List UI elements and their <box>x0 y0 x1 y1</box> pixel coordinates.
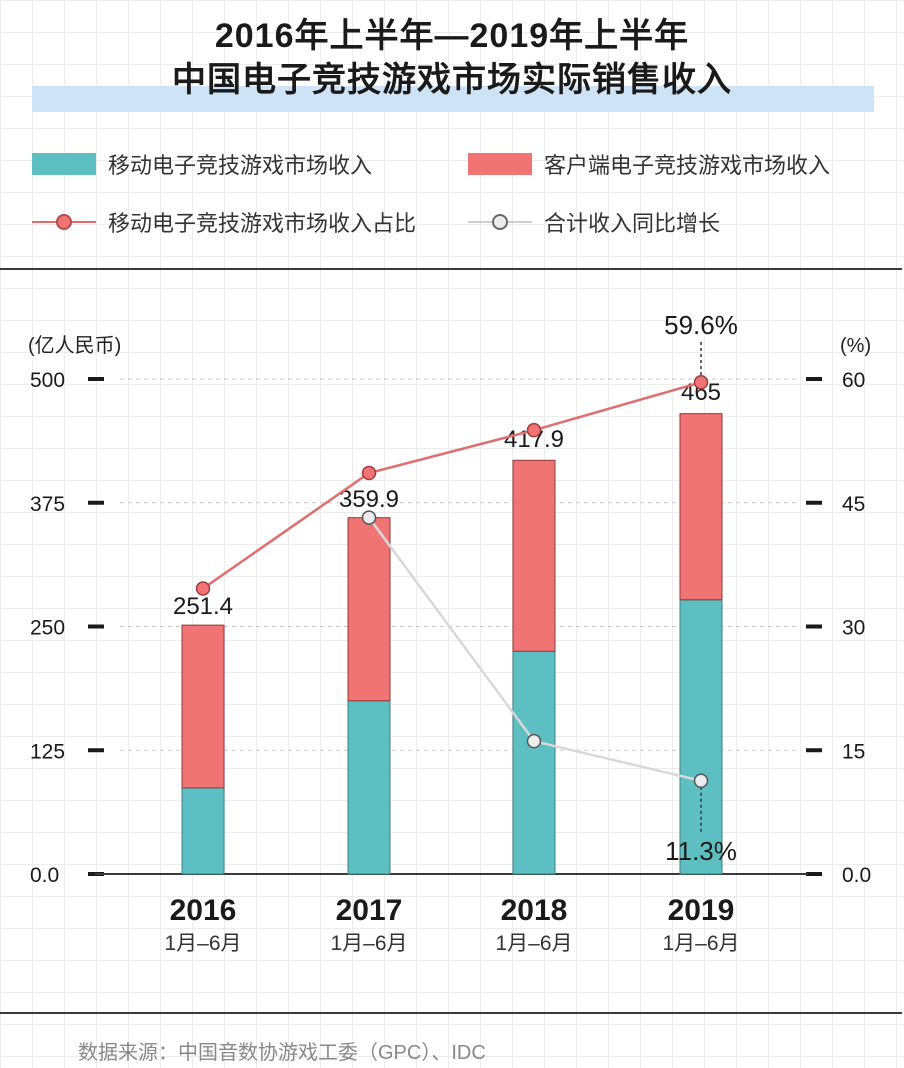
y-tick-label-right: 30 <box>842 617 865 640</box>
point-mobile-share-2016 <box>195 581 211 596</box>
point-total-yoy <box>693 773 709 789</box>
y-tick-label-left: 375 <box>30 493 65 516</box>
y-tick-label-right: 15 <box>842 740 865 763</box>
x-sublabel-2017: 1月–6月 <box>330 932 407 955</box>
point-mobile-share-2018 <box>526 422 542 438</box>
line-mobile-share <box>202 381 702 590</box>
y-tick-label-right: 45 <box>842 493 865 516</box>
x-tick-label-2018: 2018 <box>501 894 568 927</box>
legend-swatch-client <box>468 153 532 175</box>
x-tick-label-2019: 2019 <box>668 894 735 927</box>
legend-label-mobile-share: 移动电子竞技游戏市场收入占比 <box>108 211 417 236</box>
legend-item-client-revenue: 客户端电子竞技游戏市场收入 <box>468 148 830 180</box>
x-sublabel-2019: 1月–6月 <box>662 932 739 955</box>
point-mobile-share-2019 <box>693 375 709 390</box>
x-sublabel-2018: 1月–6月 <box>495 932 572 955</box>
bar-mobile-2017 <box>347 700 391 875</box>
bar-client-2017 <box>347 517 391 702</box>
legend-item-mobile-share: 移动电子竞技游戏市场收入占比 <box>32 206 416 238</box>
bar-mobile-2019 <box>679 599 723 875</box>
legend-line-total-yoy <box>468 211 532 233</box>
bar-mobile-2018 <box>512 650 556 875</box>
legend-label-mobile-revenue: 移动电子竞技游戏市场收入 <box>108 153 373 178</box>
source-note: 数据来源：中国音数协游戏工委（GPC）、IDC <box>78 1042 486 1064</box>
point-total-yoy <box>526 733 542 749</box>
legend-item-total-yoy: 合计收入同比增长 <box>468 206 720 238</box>
y-tick-label-right: 60 <box>842 369 865 392</box>
title-line-1: 2016年上半年—2019年上半年 <box>214 17 690 55</box>
title-line-2: 中国电子竞技游戏市场实际销售收入 <box>172 61 732 99</box>
bar-client-2018 <box>512 459 556 652</box>
chart-svg: (亿人民币) (%) 0.0 0.0 125 15 250 30 375 45 500 60 2016 1… <box>28 310 871 955</box>
y-axis-right-label: (%) <box>840 335 871 357</box>
x-tick-label-2016: 2016 <box>170 894 237 927</box>
annotation-yoy-2019: 11.3% <box>665 836 737 866</box>
chart-title: 2016年上半年—2019年上半年 中国电子竞技游戏市场实际销售收入 <box>0 14 904 102</box>
y-tick-label-left: 125 <box>30 740 65 763</box>
bar-client-2016 <box>181 624 225 789</box>
x-sublabel-2016: 1月–6月 <box>164 932 241 955</box>
total-label-2016: 251.4 <box>173 593 233 620</box>
y-tick-label-right: 0.0 <box>842 864 871 887</box>
y-tick-label-left: 500 <box>30 369 65 392</box>
legend: 移动电子竞技游戏市场收入 客户端电子竞技游戏市场收入 移动电子竞技游戏市场收入占… <box>0 140 904 250</box>
point-total-yoy <box>361 510 377 525</box>
bar-mobile-2016 <box>181 787 225 875</box>
title-highlight-band <box>32 86 874 112</box>
legend-item-mobile-revenue: 移动电子竞技游戏市场收入 <box>32 148 372 180</box>
annotation-share-2019: 59.6% <box>664 310 738 340</box>
bar-client-2019 <box>679 413 723 601</box>
legend-label-client-revenue: 客户端电子竞技游戏市场收入 <box>544 153 831 178</box>
total-label-2017: 359.9 <box>339 486 399 513</box>
y-axis-left-label: (亿人民币) <box>28 334 121 357</box>
legend-label-total-yoy: 合计收入同比增长 <box>544 211 721 236</box>
y-tick-label-left: 0.0 <box>30 864 59 887</box>
chart-panel: (亿人民币) (%) 0.0 0.0 125 15 250 30 375 45 500 60 2016 1… <box>0 268 902 1014</box>
x-tick-label-2017: 2017 <box>336 894 403 927</box>
y-tick-label-left: 250 <box>30 617 65 640</box>
legend-swatch-mobile <box>32 153 96 175</box>
point-mobile-share-2017 <box>361 465 377 481</box>
legend-line-mobile-share <box>32 211 96 233</box>
